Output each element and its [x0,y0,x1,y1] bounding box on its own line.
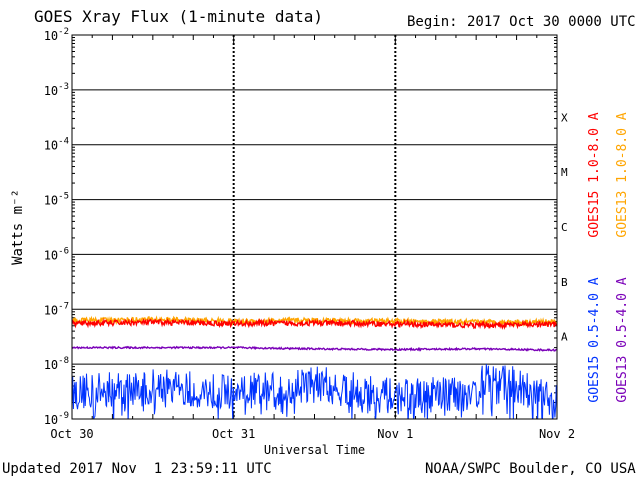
credit-text: NOAA/SWPC Boulder, CO USA [425,461,636,477]
flare-class-label: C [561,221,568,234]
updated-timestamp: Updated 2017 Nov 1 23:59:11 UTC [2,461,272,477]
flare-class-label: X [561,111,568,124]
begin-value: 2017 Oct 30 0000 UTC [467,14,636,30]
x-tick-label: Oct 30 [50,427,93,441]
x-tick-label: Oct 31 [212,427,255,441]
legend-entry: GOES13 0.5-4.0 A [615,277,630,402]
legend-entry: GOES15 1.0-8.0 A [587,112,602,237]
x-tick-label: Nov 2 [539,427,575,441]
series-line [72,345,557,352]
x-axis-label: Universal Time [264,443,365,457]
series-line [72,364,557,419]
y-tick-label: 10-8 [44,356,69,372]
flare-class-label: M [561,166,568,179]
legend-entry: GOES15 0.5-4.0 A [587,277,602,402]
legend-entry: GOES13 1.0-8.0 A [615,112,630,237]
y-tick-label: 10-7 [44,301,69,317]
flare-class-label: A [561,331,568,344]
y-tick-label: 10-3 [44,82,69,98]
plot-series-group [72,315,557,419]
y-tick-label: 10-5 [44,192,69,208]
y-axis-label: Watts m⁻² [10,189,26,265]
flare-class-label: B [561,276,568,289]
x-tick-label: Nov 1 [377,427,413,441]
y-tick-label: 10-4 [44,137,69,153]
chart-title: GOES Xray Flux (1-minute data) [34,7,323,26]
plot-frame [71,34,558,420]
y-tick-label: 10-9 [44,411,69,427]
series-line [72,317,557,330]
begin-label: Begin: [407,14,458,30]
y-tick-label: 10-6 [44,246,69,262]
y-tick-label: 10-2 [44,27,69,43]
